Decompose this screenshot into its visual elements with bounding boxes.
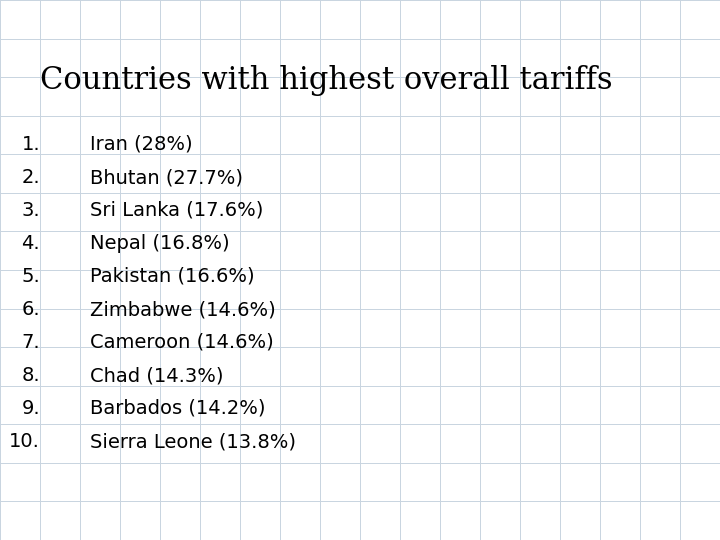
Text: 1.: 1. [22,135,40,154]
Text: 3.: 3. [22,201,40,220]
Text: 4.: 4. [22,234,40,253]
Text: Chad (14.3%): Chad (14.3%) [90,366,223,385]
Text: Zimbabwe (14.6%): Zimbabwe (14.6%) [90,300,276,319]
Text: Pakistan (16.6%): Pakistan (16.6%) [90,267,255,286]
Text: 6.: 6. [22,300,40,319]
Text: Barbados (14.2%): Barbados (14.2%) [90,399,266,418]
Text: Sierra Leone (13.8%): Sierra Leone (13.8%) [90,432,296,451]
Text: Countries with highest overall tariffs: Countries with highest overall tariffs [40,65,613,96]
Text: 2.: 2. [22,168,40,187]
Text: 7.: 7. [22,333,40,352]
Text: Cameroon (14.6%): Cameroon (14.6%) [90,333,274,352]
Text: 5.: 5. [22,267,40,286]
Text: Sri Lanka (17.6%): Sri Lanka (17.6%) [90,201,264,220]
Text: Iran (28%): Iran (28%) [90,135,193,154]
Text: 8.: 8. [22,366,40,385]
Text: 9.: 9. [22,399,40,418]
Text: Bhutan (27.7%): Bhutan (27.7%) [90,168,243,187]
Text: 10.: 10. [9,432,40,451]
Text: Nepal (16.8%): Nepal (16.8%) [90,234,230,253]
